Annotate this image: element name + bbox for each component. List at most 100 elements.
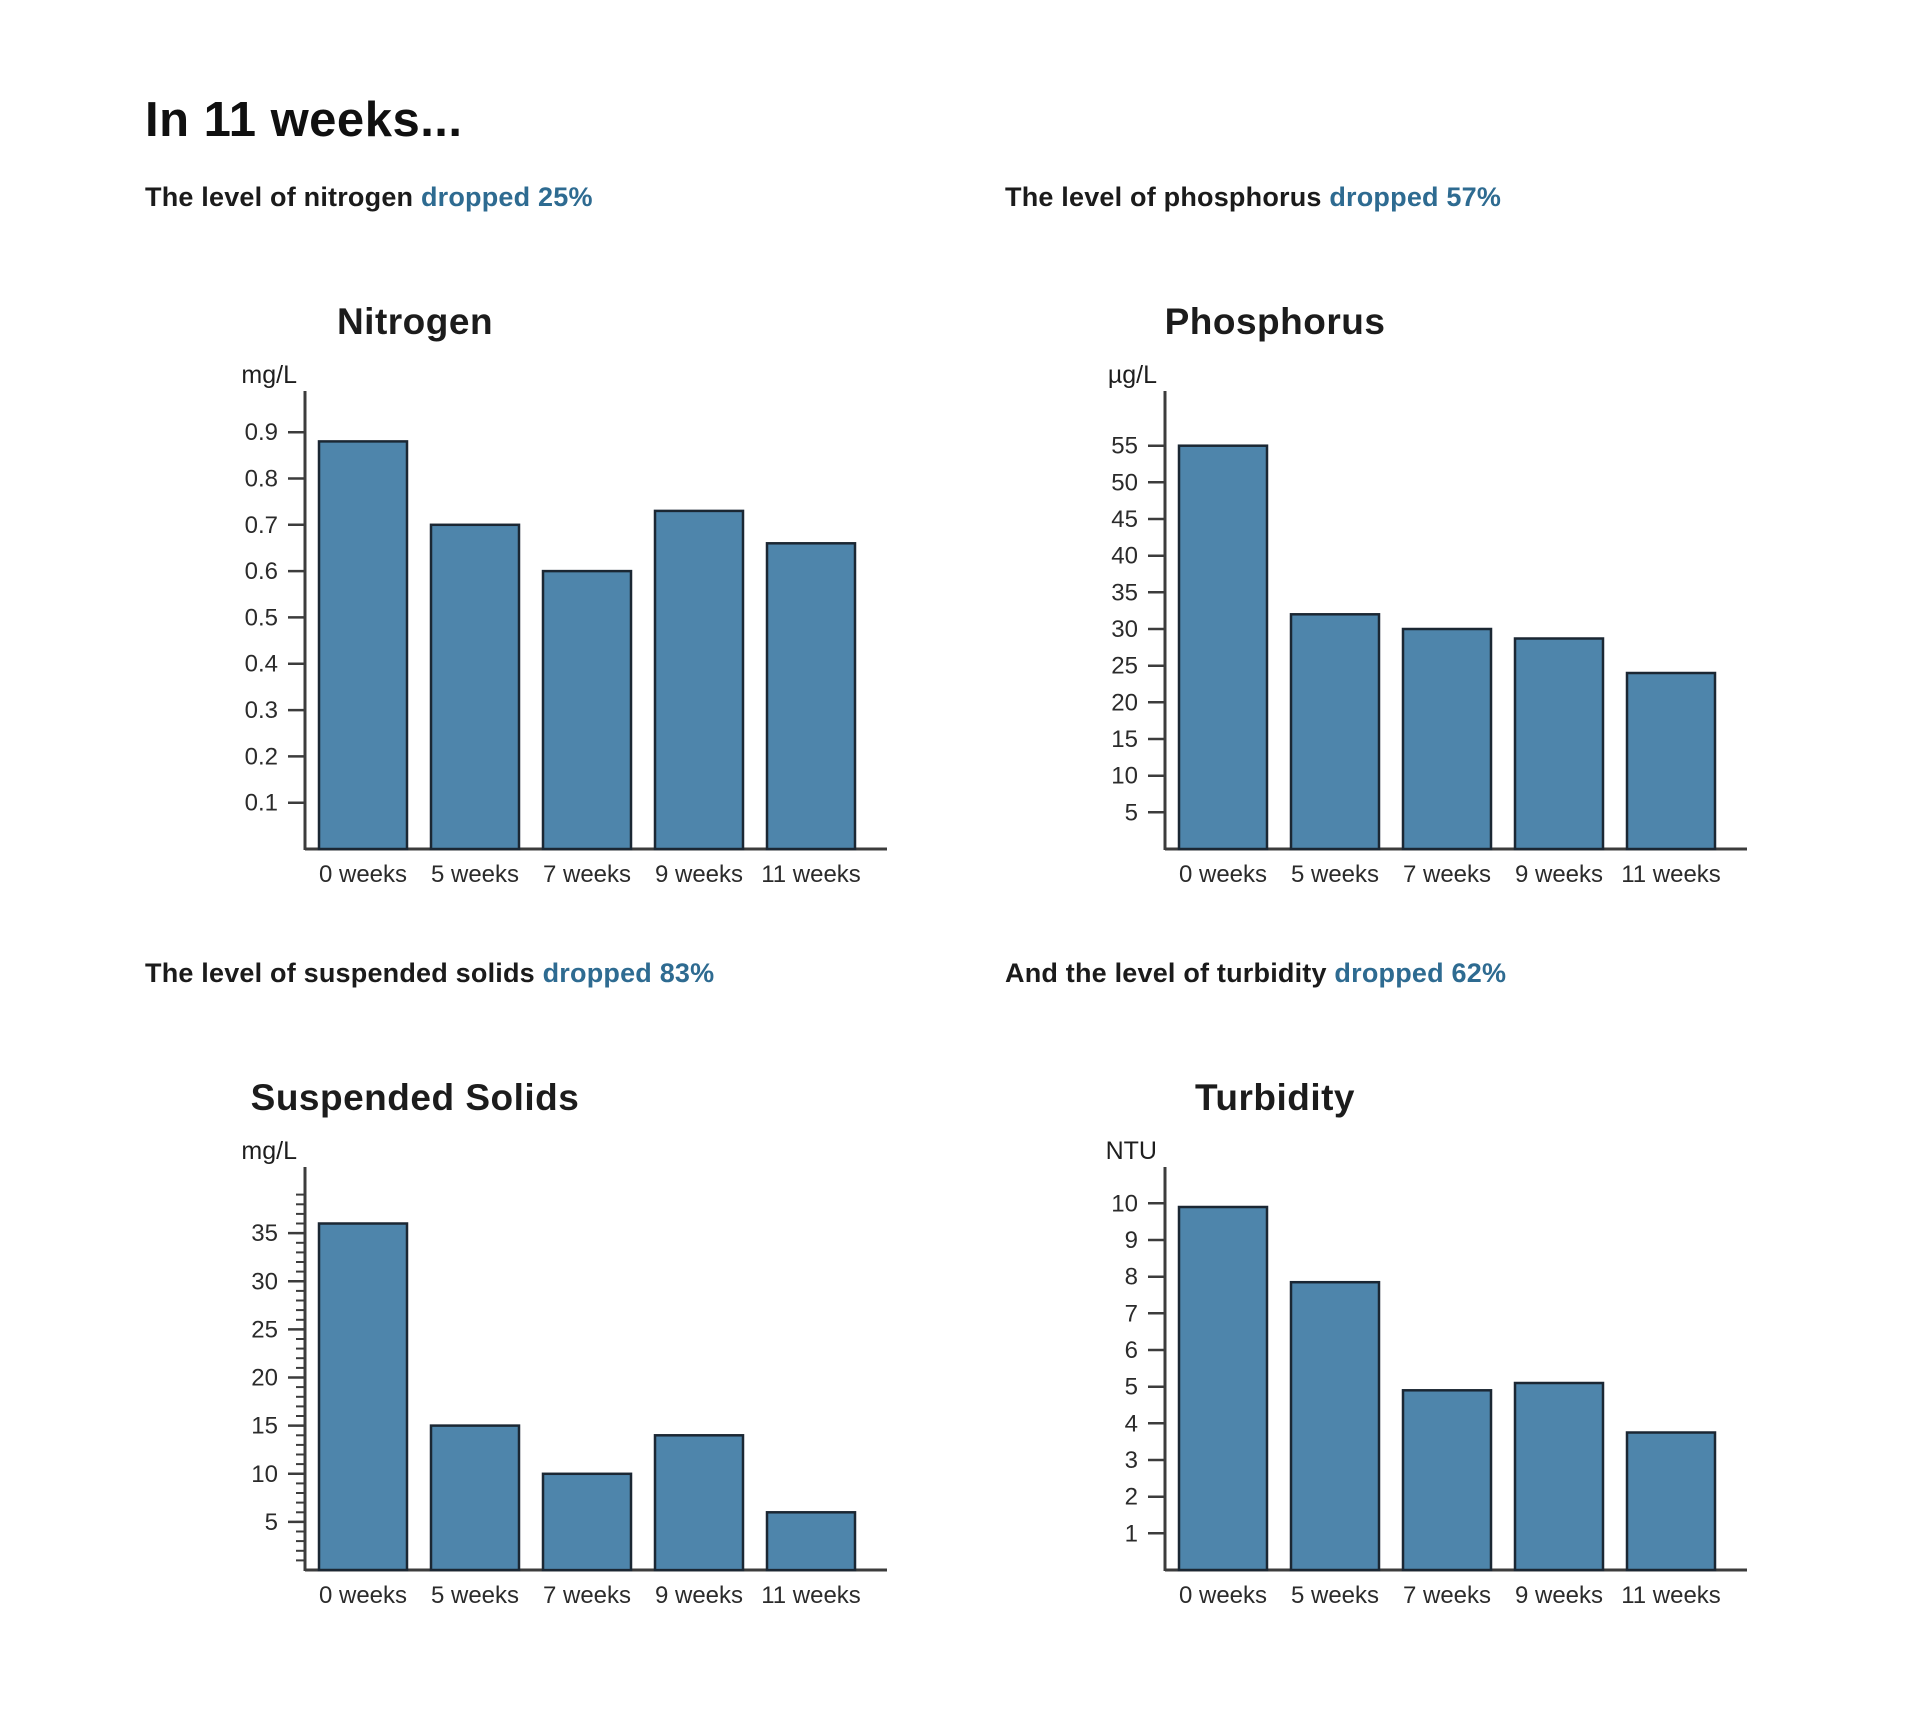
nitrogen-chart: 0.1 0.2 0.3 0.4 0.5 0.6 0.7 0.8 0.9 mg/L 0 weeks 5 … (195, 349, 980, 940)
y-tick-label: 0.9 (245, 419, 278, 446)
subtitle-nitrogen-highlight: dropped 25% (420, 182, 593, 212)
chart-title-suspended-solids: Suspended Solids (250, 1077, 580, 1118)
y-tick-label: 50 (1111, 469, 1138, 496)
bar-5-weeks (429, 523, 521, 851)
y-tick-label: 30 (251, 1268, 278, 1295)
subtitle-nitrogen-text: The level of nitrogen (145, 182, 414, 212)
bar-7-weeks (541, 1472, 633, 1572)
y-tick-label: 10 (251, 1461, 278, 1488)
y-tick-label: 0.8 (245, 466, 278, 493)
y-tick-label: 20 (1111, 689, 1138, 716)
bar-7-weeks (1401, 627, 1493, 851)
bar-5-weeks (1289, 613, 1381, 851)
y-tick-label: 30 (1111, 616, 1138, 643)
chart-title-nitrogen: Nitrogen (336, 301, 494, 342)
bar-9-weeks (653, 1434, 745, 1572)
y-tick-label: 2 (1125, 1484, 1138, 1511)
y-tick-label: 0.6 (245, 558, 278, 585)
y-tick-label: 0.4 (245, 651, 278, 678)
bar-11-weeks (765, 1511, 857, 1572)
subtitle-suspended-solids-text: The level of suspended solids (145, 958, 535, 988)
y-tick-label: 9 (1125, 1227, 1138, 1254)
x-category-label: 11 weeks (761, 861, 861, 888)
chart-title-turbidity: Turbidity (1194, 1077, 1355, 1118)
x-category-label: 0 weeks (1179, 1582, 1267, 1609)
phosphorus-bar-chart-svg: 5 10 15 20 25 30 35 40 45 50 55 µg/L 0 weeks 5 weeks 7… (1108, 361, 1747, 888)
y-tick-label: 8 (1125, 1264, 1138, 1291)
y-axis-unit-label: mg/L (241, 1137, 297, 1165)
y-tick-label: 10 (1111, 763, 1138, 790)
x-category-label: 11 weeks (1621, 861, 1721, 888)
y-tick-label: 0.3 (245, 697, 278, 724)
y-axis-unit-label: NTU (1106, 1137, 1157, 1165)
y-tick-label: 45 (1111, 506, 1138, 533)
y-tick-label: 0.2 (245, 743, 278, 770)
chart-title-phosphorus: Phosphorus (1164, 301, 1386, 342)
x-category-label: 0 weeks (1179, 861, 1267, 888)
bar-11-weeks (1625, 671, 1717, 851)
page-title: In 11 weeks... (145, 93, 463, 147)
y-tick-label: 40 (1111, 543, 1138, 570)
bar-0-weeks (1177, 1205, 1269, 1572)
x-category-label: 11 weeks (1621, 1582, 1721, 1609)
y-tick-label: 5 (1125, 1374, 1138, 1401)
y-tick-label: 5 (1125, 799, 1138, 826)
suspended-solids-bar-chart-svg: 5 10 15 20 25 30 35 mg/L 0 weeks 5 weeks 7 weeks 9 … (241, 1137, 887, 1609)
x-category-label: 0 weeks (319, 1582, 407, 1609)
x-category-label: 9 weeks (655, 861, 743, 888)
phosphorus-section: The level of phosphorus dropped 57% Phos… (1005, 182, 1840, 940)
nitrogen-bar-chart-svg: 0.1 0.2 0.3 0.4 0.5 0.6 0.7 0.8 0.9 mg/L 0 weeks 5 … (241, 361, 887, 888)
y-tick-label: 15 (251, 1413, 278, 1440)
x-category-label: 5 weeks (1291, 1582, 1379, 1609)
y-tick-label: 25 (251, 1316, 278, 1343)
x-category-label: 7 weeks (543, 861, 631, 888)
bar-7-weeks (1401, 1389, 1493, 1572)
phosphorus-chart: 5 10 15 20 25 30 35 40 45 50 55 µg/L 0 weeks 5 weeks 7… (1055, 349, 1840, 940)
x-category-label: 7 weeks (1403, 861, 1491, 888)
bar-0-weeks (317, 1222, 409, 1572)
subtitle-suspended-solids: The level of suspended solids dropped 83… (145, 958, 980, 989)
y-tick-label: 4 (1125, 1410, 1138, 1437)
suspended-solids-chart: 5 10 15 20 25 30 35 mg/L 0 weeks 5 weeks 7 weeks 9 … (195, 1125, 980, 1661)
subtitle-turbidity-highlight: dropped 62% (1334, 958, 1507, 988)
x-category-label: 5 weeks (431, 1582, 519, 1609)
bar-5-weeks (1289, 1280, 1381, 1572)
x-category-label: 5 weeks (1291, 861, 1379, 888)
y-tick-label: 0.1 (245, 790, 278, 817)
bar-0-weeks (1177, 444, 1269, 851)
bar-7-weeks (541, 569, 633, 851)
x-category-label: 9 weeks (1515, 861, 1603, 888)
y-tick-label: 7 (1125, 1300, 1138, 1327)
nitrogen-section: The level of nitrogen dropped 25% Nitrog… (145, 182, 980, 940)
y-tick-label: 10 (1111, 1190, 1138, 1217)
bar-0-weeks (317, 440, 409, 851)
y-tick-label: 1 (1125, 1520, 1138, 1547)
turbidity-chart: 1 2 3 4 5 6 7 8 9 10 NTU 0 weeks 5 weeks 7 weeks 9 wee… (1055, 1125, 1840, 1661)
y-tick-label: 5 (265, 1509, 278, 1536)
charts-grid: The level of nitrogen dropped 25% Nitrog… (145, 182, 1840, 1661)
x-category-label: 5 weeks (431, 861, 519, 888)
y-tick-label: 0.7 (245, 512, 278, 539)
bar-9-weeks (1513, 1381, 1605, 1572)
x-category-label: 11 weeks (761, 1582, 861, 1609)
turbidity-section: And the level of turbidity dropped 62% T… (1005, 940, 1840, 1661)
y-tick-label: 20 (251, 1365, 278, 1392)
suspended-solids-section: The level of suspended solids dropped 83… (145, 940, 980, 1661)
y-tick-label: 25 (1111, 653, 1138, 680)
bar-5-weeks (429, 1424, 521, 1572)
x-category-label: 9 weeks (655, 1582, 743, 1609)
x-category-label: 7 weeks (543, 1582, 631, 1609)
subtitle-nitrogen: The level of nitrogen dropped 25% (145, 182, 980, 213)
y-axis-unit-label: µg/L (1108, 361, 1157, 389)
bar-11-weeks (1625, 1431, 1717, 1572)
x-category-label: 0 weeks (319, 861, 407, 888)
y-tick-label: 35 (1111, 579, 1138, 606)
turbidity-bar-chart-svg: 1 2 3 4 5 6 7 8 9 10 NTU 0 weeks 5 weeks 7 weeks 9 wee… (1106, 1137, 1747, 1609)
y-axis-unit-label: mg/L (241, 361, 297, 389)
bar-11-weeks (765, 542, 857, 851)
subtitle-turbidity: And the level of turbidity dropped 62% (1005, 958, 1840, 989)
y-tick-label: 6 (1125, 1337, 1138, 1364)
subtitle-phosphorus-text: The level of phosphorus (1005, 182, 1322, 212)
subtitle-phosphorus-highlight: dropped 57% (1329, 182, 1502, 212)
y-tick-label: 35 (251, 1220, 278, 1247)
